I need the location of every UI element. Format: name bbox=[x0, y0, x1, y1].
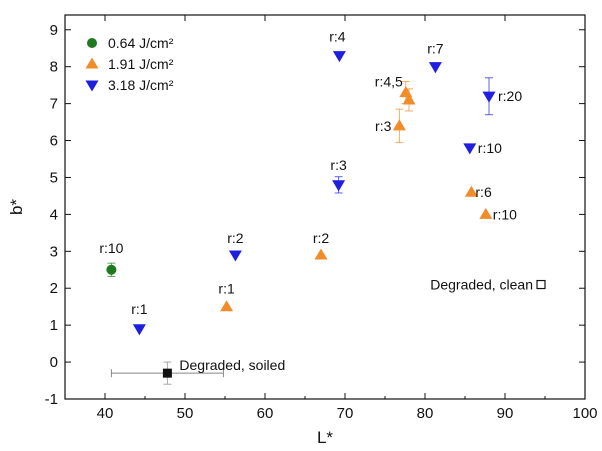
legend-marker bbox=[87, 38, 97, 48]
legend-marker bbox=[85, 57, 99, 69]
data-point bbox=[314, 248, 328, 260]
y-tick-label: 2 bbox=[50, 280, 58, 297]
data-point bbox=[428, 62, 442, 74]
data-point bbox=[106, 264, 117, 275]
data-point bbox=[479, 207, 493, 219]
y-tick-label: 0 bbox=[50, 354, 58, 371]
data-label: r:10 bbox=[99, 240, 123, 256]
x-tick-label: 40 bbox=[97, 405, 114, 422]
x-tick-label: 100 bbox=[572, 405, 597, 422]
data-point bbox=[482, 91, 496, 103]
data-label: Degraded, clean bbox=[430, 277, 533, 293]
data-point bbox=[402, 93, 416, 105]
data-label: r:1 bbox=[131, 301, 148, 317]
data-label: r:20 bbox=[498, 88, 522, 104]
y-tick-label: 1 bbox=[50, 317, 58, 334]
x-tick-label: 90 bbox=[497, 405, 514, 422]
annotation-layer: r:10r:1r:2r:3r:4,5r:6r:10r:1r:2r:3r:4r:7… bbox=[99, 29, 533, 374]
data-label: r:3 bbox=[375, 118, 392, 134]
legend-entry: 3.18 J/cm² bbox=[108, 77, 174, 93]
y-tick-label: 8 bbox=[50, 59, 58, 76]
data-label: r:4 bbox=[329, 29, 346, 45]
y-tick-label: 7 bbox=[50, 96, 58, 113]
x-tick-label: 50 bbox=[177, 405, 194, 422]
y-tick-label: 4 bbox=[50, 206, 58, 223]
legend-marker bbox=[85, 80, 99, 92]
axes-layer: 40 50 60 70 80 90 100 -1 0 1 2 3 4 5 6 7 8 9 bbox=[45, 14, 598, 422]
legend: 0.64 J/cm² 1.91 J/cm² 3.18 J/cm² bbox=[85, 35, 174, 93]
y-tick-label: 9 bbox=[50, 22, 58, 39]
data-point bbox=[228, 250, 242, 262]
data-point bbox=[132, 324, 146, 336]
plot-frame bbox=[64, 14, 586, 400]
data-point bbox=[332, 51, 346, 63]
data-point bbox=[536, 279, 546, 290]
data-label: r:2 bbox=[227, 230, 244, 246]
data-layer bbox=[106, 51, 546, 385]
data-label: r:4,5 bbox=[375, 74, 403, 90]
data-point bbox=[463, 143, 477, 155]
data-label: r:3 bbox=[330, 157, 347, 173]
data-point bbox=[220, 300, 234, 312]
x-tick-label: 60 bbox=[257, 405, 274, 422]
legend-entry: 0.64 J/cm² bbox=[108, 35, 174, 51]
data-point bbox=[464, 185, 478, 197]
legend-entry: 1.91 J/cm² bbox=[108, 56, 174, 72]
x-tick-label: 70 bbox=[337, 405, 354, 422]
data-point bbox=[162, 368, 172, 378]
x-tick-label: 80 bbox=[417, 405, 434, 422]
data-label: r:7 bbox=[427, 41, 444, 57]
data-point bbox=[392, 119, 406, 131]
y-tick-label: 6 bbox=[50, 133, 58, 150]
x-axis-title: L* bbox=[317, 428, 333, 447]
data-label: r:10 bbox=[493, 206, 517, 222]
y-tick-label: 5 bbox=[50, 169, 58, 186]
data-label: r:1 bbox=[218, 281, 235, 297]
y-tick-label: 3 bbox=[50, 243, 58, 260]
data-point bbox=[332, 180, 346, 192]
data-label: r:10 bbox=[478, 140, 502, 156]
data-label: r:6 bbox=[475, 184, 492, 200]
data-label: r:2 bbox=[313, 230, 330, 246]
y-tick-label: -1 bbox=[45, 391, 58, 408]
y-axis-title: b* bbox=[7, 199, 26, 215]
data-label: Degraded, soiled bbox=[179, 357, 285, 373]
